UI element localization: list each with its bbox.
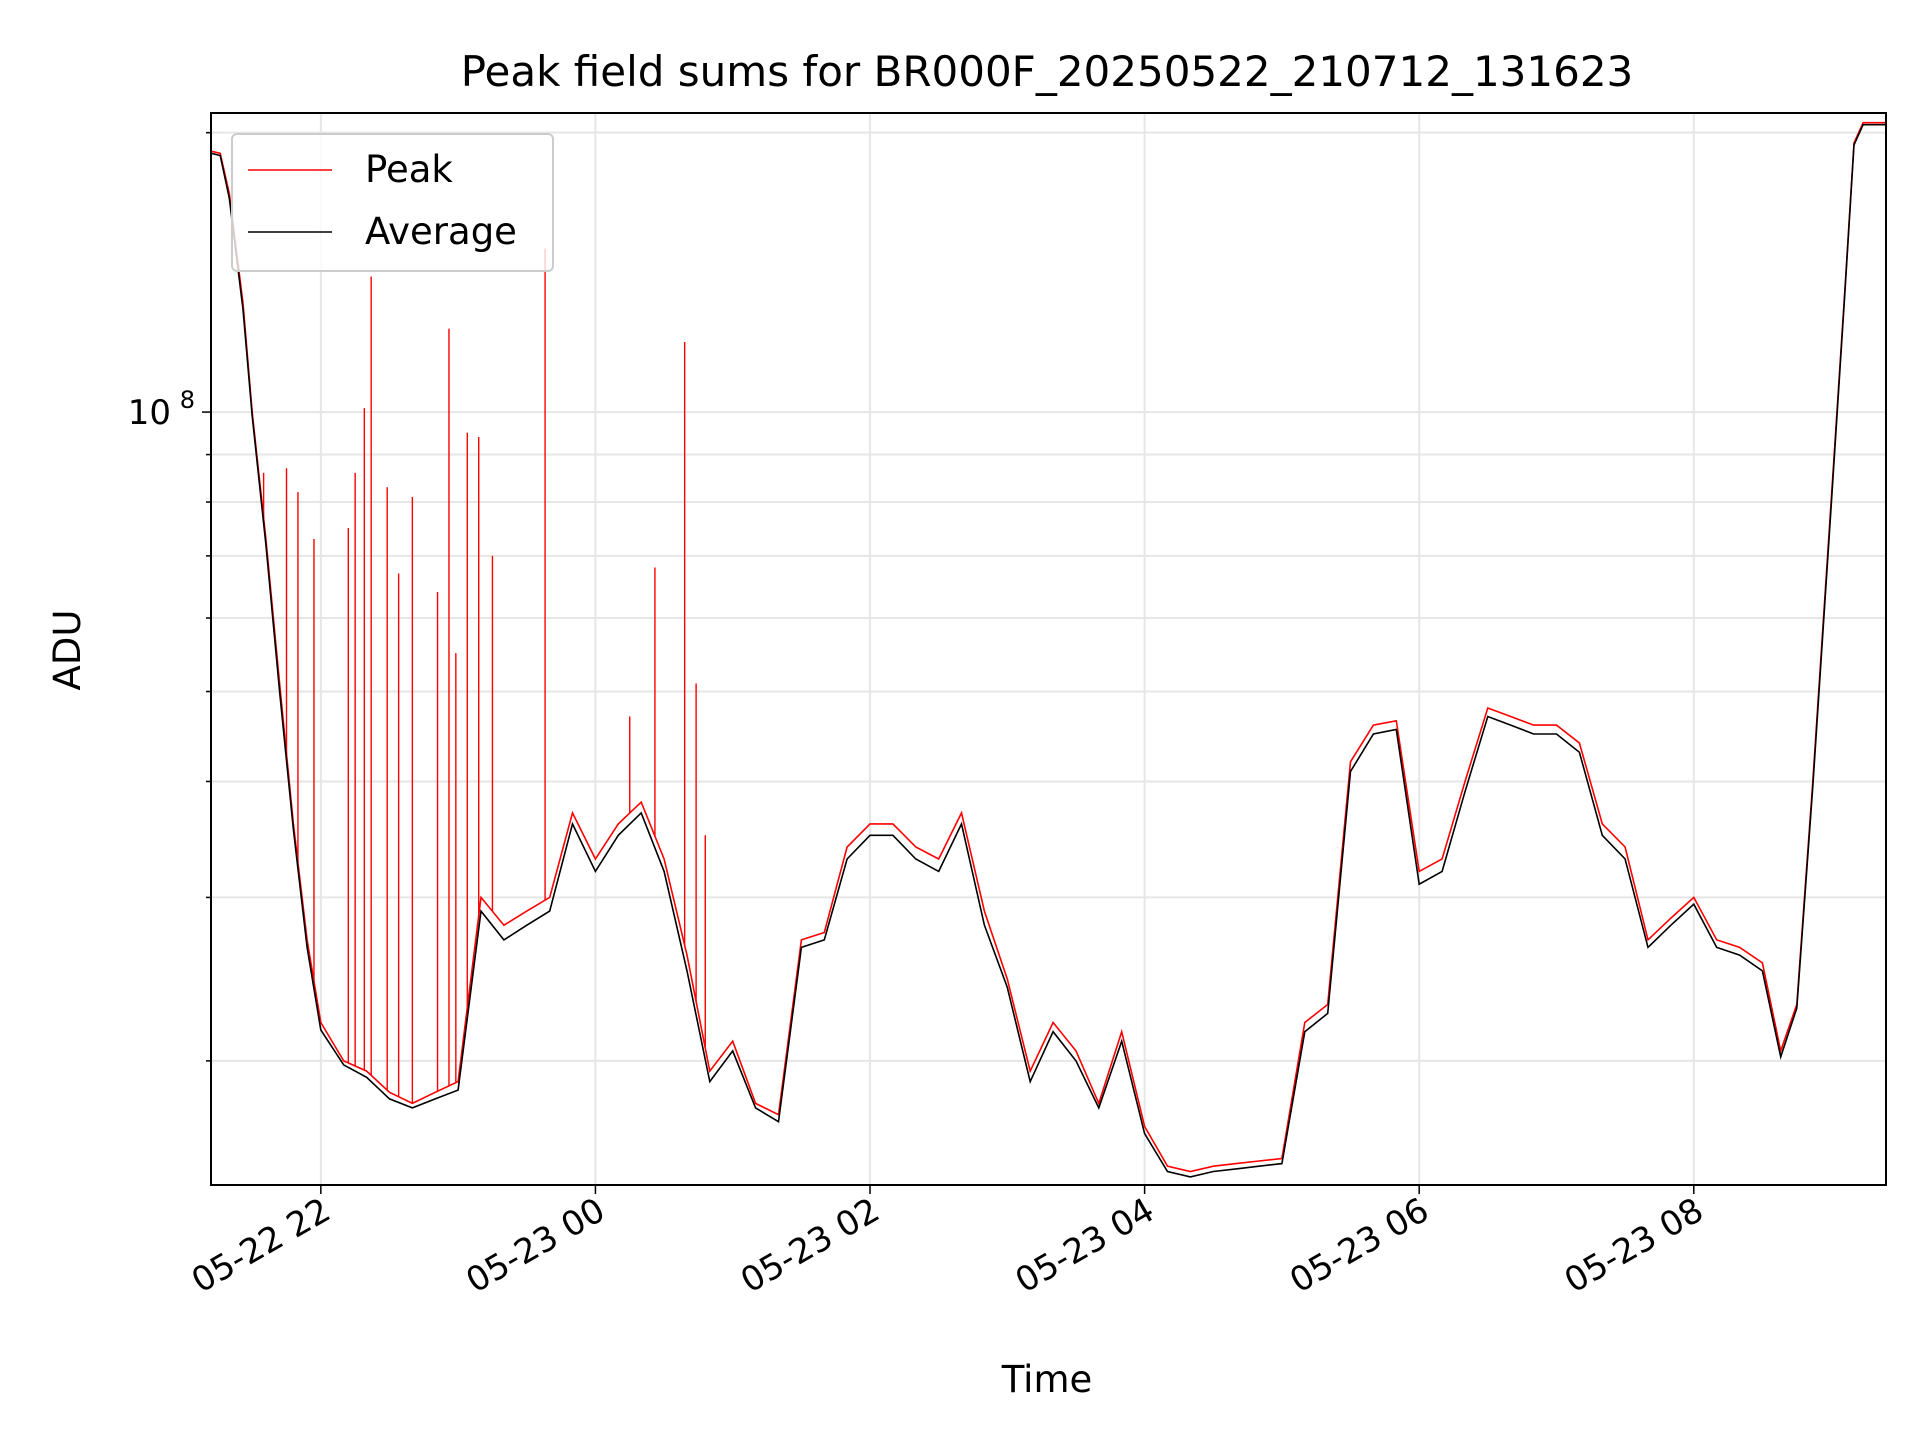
average-series-line — [211, 123, 1886, 1178]
legend: Peak Average — [231, 133, 554, 272]
y-axis: 10 8 — [128, 131, 211, 1062]
plot-frame — [210, 112, 1887, 1186]
x-tick-label: 05-23 08 — [1558, 1190, 1710, 1301]
peak-series-line — [211, 121, 1886, 1173]
x-tick-label: 05-23 00 — [460, 1190, 612, 1301]
grid — [211, 113, 1886, 1185]
y-tick-label: 10 — [128, 393, 171, 433]
x-tick-label: 05-23 02 — [734, 1190, 886, 1301]
x-tick-label: 05-23 06 — [1283, 1190, 1435, 1301]
plot-area — [211, 121, 1886, 1178]
chart-title: Peak field sums for BR000F_20250522_2107… — [461, 47, 1634, 96]
legend-peak-label: Peak — [365, 148, 453, 191]
y-tick-label-exponent: 8 — [180, 386, 195, 414]
legend-average-label: Average — [365, 210, 517, 253]
x-tick-label: 05-22 22 — [185, 1190, 337, 1301]
x-tick-label: 05-23 04 — [1009, 1190, 1161, 1301]
x-axis-label: Time — [1001, 1358, 1093, 1401]
x-axis: 05-22 22 05-23 00 05-23 02 05-23 04 05-23 06… — [185, 1185, 1710, 1301]
y-axis-label: ADU — [46, 610, 89, 691]
legend-box — [231, 133, 554, 272]
